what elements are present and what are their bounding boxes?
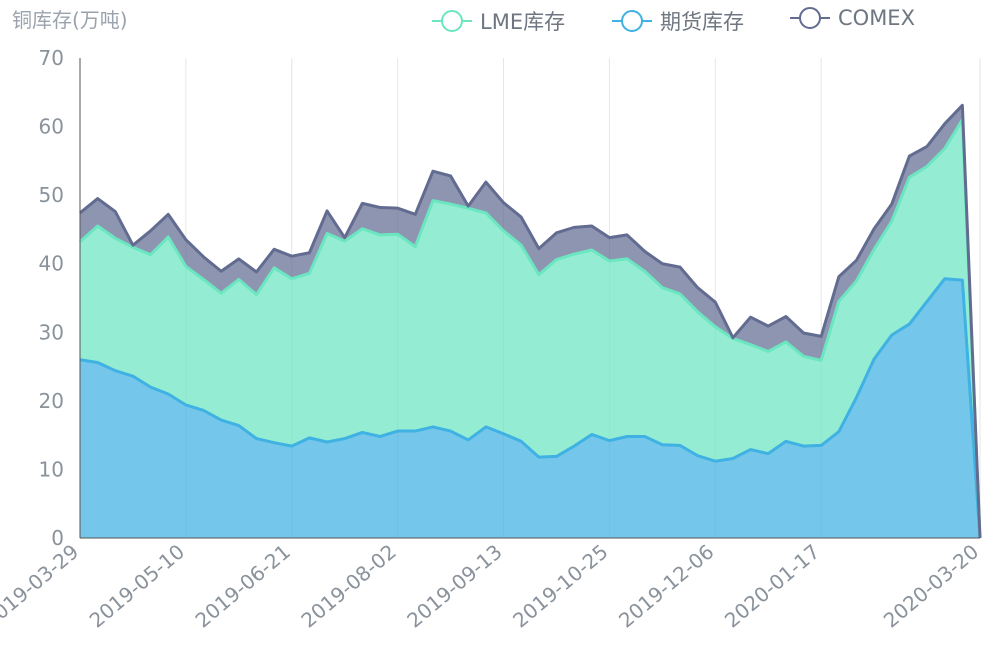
legend-futures-symbol-icon <box>612 9 652 33</box>
x-tick-label: 2019-09-13 <box>402 539 506 632</box>
x-tick-label: 2019-12-06 <box>614 539 718 632</box>
y-tick-label: 70 <box>39 46 64 70</box>
legend-comex-symbol-icon <box>790 6 830 30</box>
y-tick-label: 20 <box>39 389 64 413</box>
x-tick-label: 2019-10-25 <box>508 539 612 632</box>
y-tick-label: 30 <box>39 320 64 344</box>
legend-comex-label: COMEX <box>838 6 915 30</box>
y-tick-label: 50 <box>39 183 64 207</box>
legend-item-futures[interactable]: 期货库存 <box>612 6 744 36</box>
y-tick-label: 40 <box>39 252 64 276</box>
x-tick-label: 2019-08-02 <box>296 539 400 632</box>
y-tick-label: 0 <box>51 526 64 550</box>
y-tick-label: 10 <box>39 457 64 481</box>
legend-lme-label: LME库存 <box>480 10 566 34</box>
chart-title: 铜库存(万吨) <box>12 8 128 32</box>
legend-lme-symbol-icon <box>432 9 472 33</box>
legend-item-comex[interactable]: COMEX <box>790 6 915 30</box>
series-line-0 <box>79 277 982 539</box>
series-line-2 <box>79 103 982 539</box>
x-tick-label: 2020-01-17 <box>720 539 824 632</box>
legend-item-lme[interactable]: LME库存 <box>432 6 565 36</box>
legend-futures-label: 期货库存 <box>660 10 744 34</box>
x-tick-label: 2019-06-21 <box>191 539 295 632</box>
series-area-1 <box>80 119 980 538</box>
y-tick-label: 60 <box>39 115 64 139</box>
x-tick-label: 2020-03-20 <box>879 539 983 632</box>
series-line-1 <box>79 118 982 539</box>
x-tick-label: 2019-05-10 <box>85 539 189 632</box>
series-area-0 <box>80 278 980 538</box>
x-tick-label: 2019-03-29 <box>0 539 83 632</box>
